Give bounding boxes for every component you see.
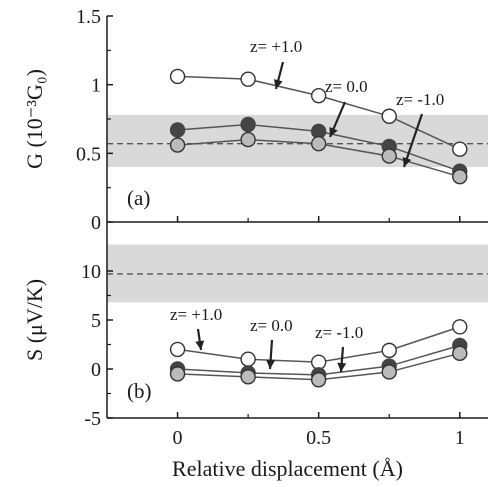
data-point-b-2 — [381, 364, 397, 380]
data-point-a-0 — [240, 71, 256, 87]
y-tick-label-b: 5 — [91, 310, 101, 332]
annotation-arrowhead-a — [402, 157, 412, 167]
x-axis-label: Relative displacement (Å) — [172, 456, 403, 481]
y-tick-label-a: 1 — [91, 75, 101, 97]
data-point-b-0 — [169, 341, 186, 358]
data-point-b-0 — [381, 342, 397, 359]
data-point-a-2 — [381, 148, 397, 164]
x-tick-label: 1 — [455, 427, 465, 449]
annotation-arrowhead-b — [195, 340, 205, 350]
annotation-label-b: z= +1.0 — [170, 305, 222, 324]
data-point-b-2 — [240, 369, 256, 385]
annotation-label-a: z= +1.0 — [250, 37, 302, 56]
annotation-arrowhead-a — [273, 79, 283, 89]
panel-a: 0 0.5 1 1.5 G (10⁻³G₀) z= +1.0 z= 0.0 z= -1.0 (a… — [22, 6, 488, 234]
y-tick-label-b: 0 — [91, 359, 101, 381]
y-tick-label-a: 1.5 — [76, 6, 101, 28]
y-tick-label-a: 0 — [91, 212, 101, 234]
annotation-label-a: z= -1.0 — [396, 90, 444, 109]
panel-label-a: (a) — [127, 186, 150, 210]
data-point-b-0 — [310, 354, 327, 370]
x-tick-label: 0 — [173, 427, 183, 449]
shaded-band-a — [107, 114, 488, 168]
data-point-b-2 — [169, 366, 186, 382]
annotation-label-b: z= 0.0 — [250, 316, 293, 335]
data-point-a-0 — [310, 87, 327, 104]
annotation-label-b: z= -1.0 — [315, 323, 363, 342]
data-point-b-0 — [240, 351, 256, 367]
x-tick-label: 0.5 — [306, 427, 331, 449]
y-tick-label-b: 10 — [81, 261, 101, 283]
annotation-arrowhead-a — [329, 126, 338, 137]
data-point-a-0 — [169, 68, 186, 85]
panel-label-b: (b) — [127, 379, 152, 403]
panel-b: -5 0 5 10 S (μV/K) z= +1.0 z= 0.0 z= -1.0 (b) — [22, 222, 488, 430]
data-point-a-2 — [452, 168, 468, 185]
data-point-a-2 — [169, 137, 186, 153]
data-point-b-2 — [310, 372, 327, 388]
y-axis-label-a: G (10⁻³G₀) — [22, 69, 47, 169]
data-point-a-2 — [310, 136, 327, 152]
data-point-a-2 — [240, 131, 256, 148]
annotation-arrowhead-b — [337, 362, 347, 372]
data-point-a-0 — [452, 141, 468, 157]
data-point-a-0 — [381, 108, 397, 124]
data-point-b-0 — [452, 319, 468, 335]
data-point-a-1 — [169, 122, 186, 138]
y-tick-label-a: 0.5 — [76, 143, 101, 165]
annotation-label-a: z= 0.0 — [325, 77, 368, 96]
data-point-b-2 — [452, 345, 468, 362]
data-point-a-1 — [240, 116, 256, 133]
y-tick-label-b: -5 — [84, 408, 101, 430]
annotation-arrow-a — [402, 113, 424, 168]
annotation-arrowhead-b — [266, 359, 276, 369]
y-axis-label-b: S (μV/K) — [22, 279, 47, 361]
